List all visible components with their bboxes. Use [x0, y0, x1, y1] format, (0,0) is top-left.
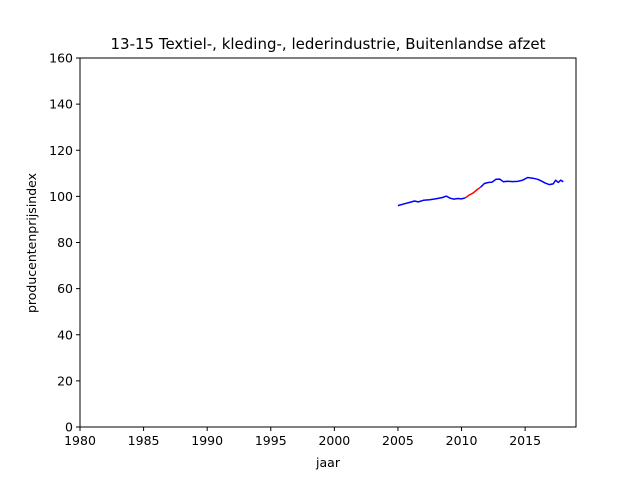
y-tick-label: 80 [57, 235, 73, 250]
x-tick-label: 1980 [64, 433, 96, 448]
x-tick-label: 2010 [446, 433, 478, 448]
y-tick-label: 0 [65, 420, 73, 435]
series-line-3 [480, 176, 564, 188]
x-tick-label: 1990 [191, 433, 223, 448]
y-tick-label: 100 [49, 189, 73, 204]
y-tick-label: 140 [49, 97, 73, 112]
plot-frame [79, 57, 577, 428]
series-line-2 [464, 186, 482, 199]
y-tick-label: 60 [57, 281, 73, 296]
chart-title: 13-15 Textiel-, kleding-, lederindustrie… [111, 35, 546, 53]
series-line-1 [397, 195, 466, 207]
y-tick-label: 120 [49, 143, 73, 158]
y-axis-label: producentenprijsindex [24, 173, 39, 313]
x-tick-label: 1995 [255, 433, 287, 448]
x-tick-label: 2005 [382, 433, 414, 448]
x-tick-label: 2015 [509, 433, 541, 448]
x-axis-label: jaar [315, 455, 341, 470]
y-tick-label: 160 [49, 51, 73, 66]
y-tick-label: 40 [57, 327, 73, 342]
y-axis: 0 20 40 60 80 100 120 140 160 [49, 51, 80, 435]
y-tick-label: 20 [57, 373, 73, 388]
x-axis: 1980 1985 1990 1995 2000 2005 2010 2015 [64, 427, 541, 448]
x-tick-label: 2000 [318, 433, 350, 448]
plot-lines [397, 176, 564, 207]
x-tick-label: 1985 [128, 433, 160, 448]
